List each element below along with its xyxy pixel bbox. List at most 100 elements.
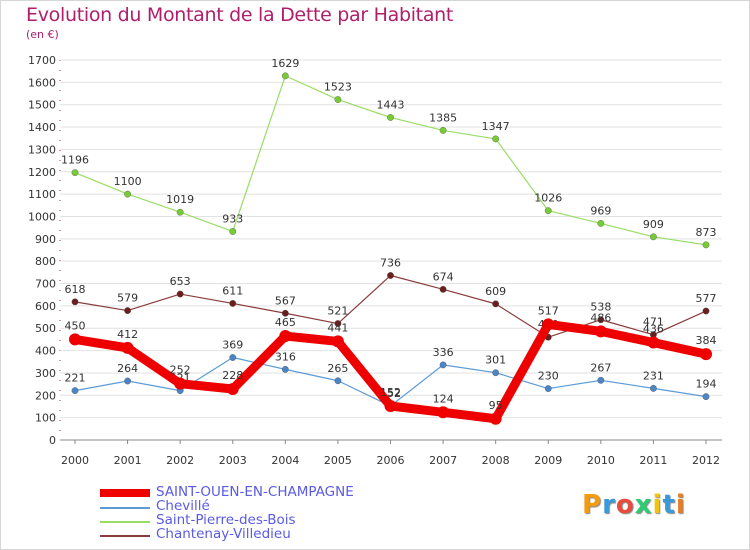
- y-tick-label: 600: [35, 300, 56, 313]
- legend-label: Chantenay-Villedieu: [156, 526, 291, 542]
- data-label-saint-ouen-en-champagne: 228: [222, 369, 243, 382]
- data-label-saint-pierre-des-bois: 1019: [166, 193, 194, 206]
- data-label-cheville: 194: [696, 378, 717, 391]
- data-point-chantenay-villedieu: [702, 307, 710, 315]
- data-point-saint-pierre-des-bois: [650, 233, 657, 241]
- legend-swatch: [100, 507, 150, 509]
- data-point-saint-pierre-des-bois: [439, 127, 447, 134]
- proxiti-logo: Proxiti: [582, 490, 686, 520]
- y-tick-label: 100: [35, 412, 56, 425]
- data-label-chantenay-villedieu: 653: [170, 275, 191, 288]
- legend-label: Chevillé: [156, 498, 210, 514]
- legend-label: Saint-Pierre-des-Bois: [156, 512, 296, 528]
- data-point-cheville: [281, 365, 289, 373]
- data-label-saint-ouen-en-champagne: 486: [590, 311, 611, 324]
- legend-label: SAINT-OUEN-EN-CHAMPAGNE: [156, 484, 354, 500]
- data-point-chantenay-villedieu: [334, 320, 342, 327]
- data-label-saint-ouen-en-champagne: 384: [696, 334, 717, 347]
- x-tick-label: 2006: [377, 454, 405, 467]
- data-point-saint-pierre-des-bois: [702, 241, 710, 249]
- legend-swatch: [100, 489, 150, 497]
- data-point-saint-ouen-en-champagne: [174, 377, 187, 390]
- data-label-chantenay-villedieu: 674: [433, 270, 454, 283]
- data-label-cheville: 230: [538, 370, 559, 383]
- y-tick-label: 200: [35, 389, 56, 402]
- data-label-saint-pierre-des-bois: 1523: [324, 81, 352, 94]
- data-point-chantenay-villedieu: [229, 300, 237, 307]
- x-tick-label: 2002: [166, 454, 194, 467]
- legend-swatch: [100, 535, 150, 537]
- data-label-saint-ouen-en-champagne: 252: [170, 364, 191, 377]
- x-tick-label: 2009: [534, 454, 562, 467]
- x-tick-label: 2003: [219, 454, 247, 467]
- y-tick-label: 1700: [28, 54, 56, 67]
- data-label-saint-pierre-des-bois: 933: [222, 212, 243, 225]
- data-label-cheville: 336: [433, 346, 454, 359]
- data-point-saint-ouen-en-champagne: [226, 383, 239, 396]
- data-point-saint-ouen-en-champagne: [437, 406, 450, 419]
- x-tick-label: 2005: [324, 454, 352, 467]
- data-point-cheville: [702, 393, 710, 401]
- data-point-chantenay-villedieu: [124, 307, 131, 314]
- data-point-chantenay-villedieu: [176, 290, 184, 298]
- data-label-saint-ouen-en-champagne: 441: [327, 321, 348, 334]
- data-label-chantenay-villedieu: 577: [696, 292, 717, 305]
- data-point-cheville: [650, 384, 657, 392]
- data-point-saint-ouen-en-champagne: [384, 400, 397, 413]
- y-tick-label: 1000: [28, 210, 56, 223]
- data-point-chantenay-villedieu: [597, 316, 605, 324]
- x-tick-label: 2011: [639, 454, 667, 467]
- data-label-cheville: 316: [275, 350, 296, 363]
- data-label-saint-ouen-en-champagne: 465: [275, 316, 296, 329]
- y-tick-label: 400: [35, 345, 56, 358]
- data-label-cheville: 231: [643, 369, 664, 382]
- y-tick-label: 1400: [28, 121, 56, 134]
- data-point-saint-ouen-en-champagne: [69, 333, 81, 346]
- data-point-saint-pierre-des-bois: [229, 228, 237, 235]
- data-label-saint-ouen-en-champagne: 152: [380, 386, 401, 399]
- data-point-cheville: [334, 377, 342, 385]
- data-label-saint-pierre-des-bois: 873: [696, 226, 717, 239]
- data-point-cheville: [229, 354, 237, 361]
- y-tick-label: 0: [49, 434, 56, 447]
- data-point-cheville: [597, 376, 605, 384]
- data-point-cheville: [544, 385, 552, 392]
- data-point-saint-pierre-des-bois: [492, 135, 500, 143]
- data-label-saint-ouen-en-champagne: 517: [538, 304, 559, 317]
- y-tick-label: 700: [35, 278, 56, 291]
- data-label-saint-ouen-en-champagne: 412: [117, 328, 138, 341]
- data-point-saint-ouen-en-champagne: [542, 318, 555, 331]
- x-tick-label: 2001: [114, 454, 142, 467]
- data-label-saint-ouen-en-champagne: 436: [643, 323, 664, 336]
- data-label-chantenay-villedieu: 611: [222, 284, 243, 297]
- data-point-saint-ouen-en-champagne: [647, 336, 660, 349]
- data-label-cheville: 221: [65, 372, 86, 385]
- data-label-chantenay-villedieu: 471: [643, 316, 664, 329]
- x-tick-label: 2012: [692, 454, 720, 467]
- x-tick-label: 2004: [271, 454, 299, 467]
- data-label-chantenay-villedieu: 521: [327, 305, 348, 318]
- data-label-chantenay-villedieu: 567: [275, 294, 296, 307]
- data-label-saint-pierre-des-bois: 909: [643, 218, 664, 231]
- data-point-saint-ouen-en-champagne: [594, 325, 607, 338]
- data-label-cheville: 301: [485, 354, 506, 367]
- data-point-saint-pierre-des-bois: [71, 169, 79, 177]
- data-label-chantenay-villedieu: 618: [65, 283, 86, 296]
- x-tick-label: 2008: [482, 454, 510, 467]
- data-point-saint-pierre-des-bois: [124, 190, 131, 198]
- y-tick-label: 1300: [28, 143, 56, 156]
- y-tick-label: 900: [35, 233, 56, 246]
- y-tick-label: 1600: [28, 76, 56, 89]
- data-point-saint-ouen-en-champagne: [331, 335, 344, 348]
- data-point-saint-pierre-des-bois: [176, 208, 184, 216]
- y-tick-label: 500: [35, 322, 56, 335]
- data-point-chantenay-villedieu: [281, 309, 289, 317]
- y-tick-label: 300: [35, 367, 56, 380]
- data-label-cheville: 267: [590, 361, 611, 374]
- data-point-saint-pierre-des-bois: [387, 114, 394, 121]
- data-point-chantenay-villedieu: [71, 298, 79, 306]
- data-point-saint-ouen-en-champagne: [700, 348, 712, 361]
- data-point-cheville: [492, 369, 500, 377]
- data-label-cheville: 265: [327, 362, 348, 375]
- data-label-cheville: 264: [117, 362, 138, 375]
